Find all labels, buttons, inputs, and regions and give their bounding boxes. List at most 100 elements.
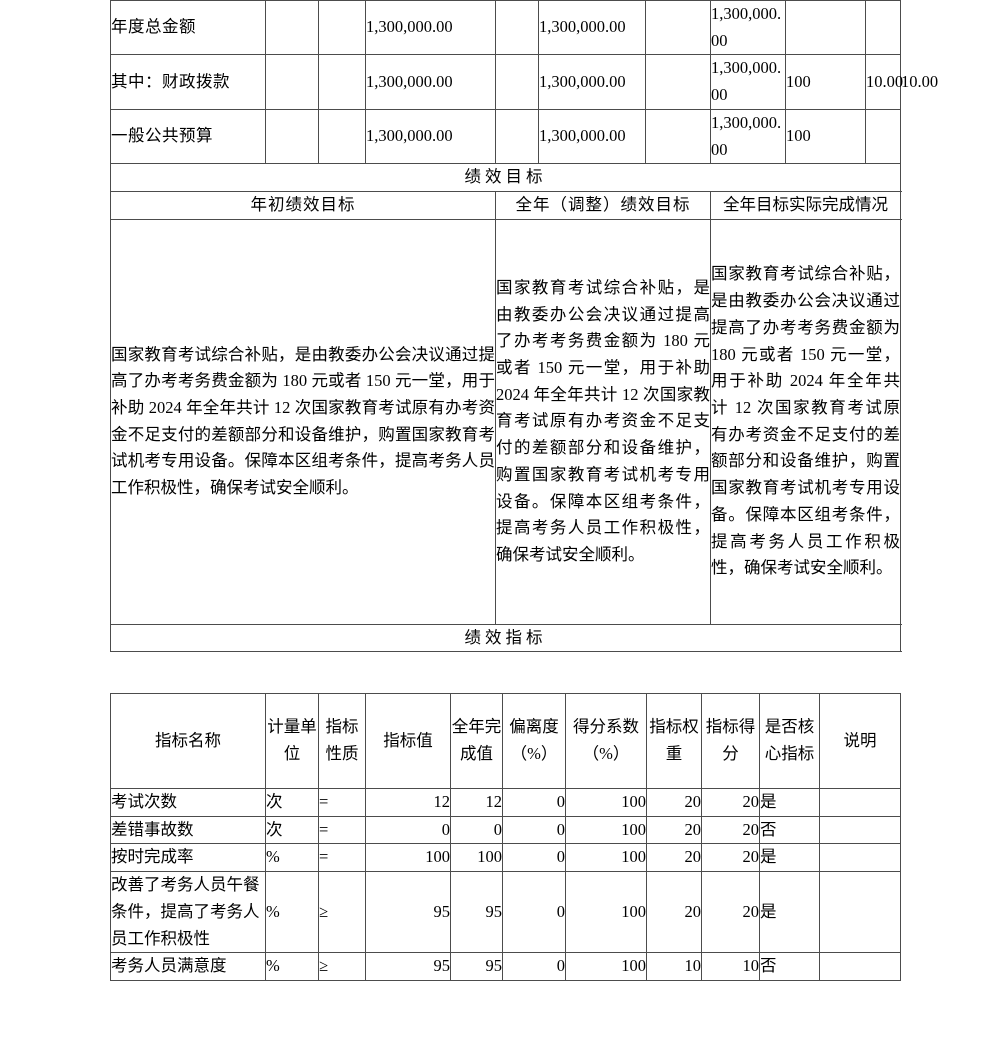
indicator-completed: 12 [450, 788, 503, 817]
indicator-note [819, 788, 901, 817]
indicator-property: ≥ [318, 952, 366, 982]
goal-text-adjusted: 国家教育考试综合补贴，是由教委办公会决议通过提高了办考考务费金额为 180 元或… [495, 218, 711, 625]
indicator-weight: 20 [646, 815, 702, 845]
indicator-property: ≥ [318, 871, 366, 954]
budget-row-annual-total: 1,300,000.00 [365, 108, 496, 165]
indicator-property: = [318, 843, 366, 873]
budget-row-col5 [495, 0, 539, 56]
budget-row-col5 [495, 54, 539, 110]
budget-row-col2 [265, 108, 319, 165]
indicator-col-name: 指标名称 [110, 693, 266, 789]
indicator-unit: 次 [265, 788, 319, 817]
indicator-deviation: 0 [502, 871, 566, 954]
indicator-col-weight: 指标权重 [646, 693, 702, 789]
indicator-deviation: 0 [502, 788, 566, 817]
goal-header-adjusted: 全年（调整）绩效目标 [495, 191, 711, 220]
indicator-name: 改善了考务人员午餐条件，提高了考务人员工作积极性 [110, 871, 266, 954]
indicator-property: = [318, 815, 366, 845]
indicator-header-row: 指标名称 计量单位 指标性质 指标值 全年完成值 偏离度（%） 得分系数（%） … [110, 693, 901, 789]
performance-goal-body-row: 国家教育考试综合补贴，是由教委办公会决议通过提高了办考考务费金额为 180 元或… [110, 218, 901, 625]
indicator-name: 差错事故数 [110, 815, 266, 845]
indicator-core: 否 [759, 952, 820, 982]
goal-text-initial: 国家教育考试综合补贴，是由教委办公会决议通过提高了办考考务费金额为 180 元或… [110, 218, 496, 625]
table-row: 差错事故数 次 = 0 0 0 100 20 20 否 [110, 815, 901, 845]
budget-row-col7 [645, 0, 711, 56]
goal-header-initial: 年初绩效目标 [110, 191, 496, 220]
budget-row-label: 一般公共预算 [110, 108, 266, 165]
indicator-core: 否 [759, 815, 820, 845]
indicator-coefficient: 100 [565, 788, 647, 817]
budget-row-label: 其中：财政拨款 [110, 54, 266, 110]
indicator-target: 95 [365, 871, 451, 954]
budget-row-weight [865, 108, 901, 165]
indicator-completed: 95 [450, 952, 503, 982]
performance-goal-header-row: 年初绩效目标 全年（调整）绩效目标 全年目标实际完成情况 [110, 191, 901, 220]
indicator-core: 是 [759, 871, 820, 954]
indicator-col-deviation: 偏离度（%） [502, 693, 566, 789]
indicator-core: 是 [759, 843, 820, 873]
indicator-coefficient: 100 [565, 843, 647, 873]
indicator-weight: 20 [646, 843, 702, 873]
indicator-deviation: 0 [502, 843, 566, 873]
budget-row-actual: 1,300,000.00 [710, 0, 786, 56]
performance-indicator-banner: 绩效指标 [110, 623, 901, 653]
indicator-col-score: 指标得分 [701, 693, 760, 789]
indicator-coefficient: 100 [565, 952, 647, 982]
budget-row-col7 [645, 54, 711, 110]
indicator-score: 20 [701, 871, 760, 954]
budget-row-col5 [495, 108, 539, 165]
indicator-col-property: 指标性质 [318, 693, 366, 789]
indicator-unit: % [265, 952, 319, 982]
budget-amount-table: 年度总金额 1,300,000.00 1,300,000.00 1,300,00… [110, 0, 938, 653]
budget-row-col3 [318, 108, 366, 165]
budget-row-rate: 100 [785, 108, 866, 165]
goal-header-actual: 全年目标实际完成情况 [710, 191, 901, 220]
table-row: 改善了考务人员午餐条件，提高了考务人员工作积极性 % ≥ 95 95 0 100… [110, 871, 901, 954]
indicator-unit: % [265, 871, 319, 954]
indicator-name: 考试次数 [110, 788, 266, 817]
budget-row-col2 [265, 0, 319, 56]
indicator-completed: 100 [450, 843, 503, 873]
indicator-weight: 10 [646, 952, 702, 982]
table-row: 其中：财政拨款 1,300,000.00 1,300,000.00 1,300,… [110, 54, 938, 110]
indicator-score: 20 [701, 788, 760, 817]
budget-row-col2 [265, 54, 319, 110]
indicator-col-unit: 计量单位 [265, 693, 319, 789]
budget-row-weight [865, 0, 901, 56]
table-row: 考务人员满意度 % ≥ 95 95 0 100 10 10 否 [110, 952, 901, 982]
budget-row-annual-total: 1,300,000.00 [365, 54, 496, 110]
indicator-score: 20 [701, 815, 760, 845]
indicator-core: 是 [759, 788, 820, 817]
budget-row-col3 [318, 0, 366, 56]
budget-row-rate [785, 0, 866, 56]
table-row: 按时完成率 % = 100 100 0 100 20 20 是 [110, 843, 901, 873]
indicator-property: = [318, 788, 366, 817]
indicator-completed: 95 [450, 871, 503, 954]
budget-row-annual-total: 1,300,000.00 [365, 0, 496, 56]
table-row: 年度总金额 1,300,000.00 1,300,000.00 1,300,00… [110, 0, 901, 56]
indicator-unit: % [265, 843, 319, 873]
indicator-col-note: 说明 [819, 693, 901, 789]
indicator-note [819, 871, 901, 954]
table-row: 一般公共预算 1,300,000.00 1,300,000.00 1,300,0… [110, 108, 901, 165]
indicator-coefficient: 100 [565, 815, 647, 845]
budget-row-actual: 1,300,000.00 [710, 54, 786, 110]
indicator-score: 20 [701, 843, 760, 873]
indicator-coefficient: 100 [565, 871, 647, 954]
indicator-target: 100 [365, 843, 451, 873]
indicator-target: 0 [365, 815, 451, 845]
indicator-target: 12 [365, 788, 451, 817]
indicator-col-target: 指标值 [365, 693, 451, 789]
indicator-deviation: 0 [502, 952, 566, 982]
indicator-col-completed: 全年完成值 [450, 693, 503, 789]
budget-row-adjusted: 1,300,000.00 [538, 108, 646, 165]
indicator-unit: 次 [265, 815, 319, 845]
budget-row-label: 年度总金额 [110, 0, 266, 56]
indicator-col-core: 是否核心指标 [759, 693, 820, 789]
performance-indicator-banner-row: 绩效指标 [110, 623, 901, 653]
budget-row-adjusted: 1,300,000.00 [538, 0, 646, 56]
indicator-weight: 20 [646, 788, 702, 817]
indicator-name: 考务人员满意度 [110, 952, 266, 982]
table-row: 考试次数 次 = 12 12 0 100 20 20 是 [110, 788, 901, 817]
indicator-name: 按时完成率 [110, 843, 266, 873]
